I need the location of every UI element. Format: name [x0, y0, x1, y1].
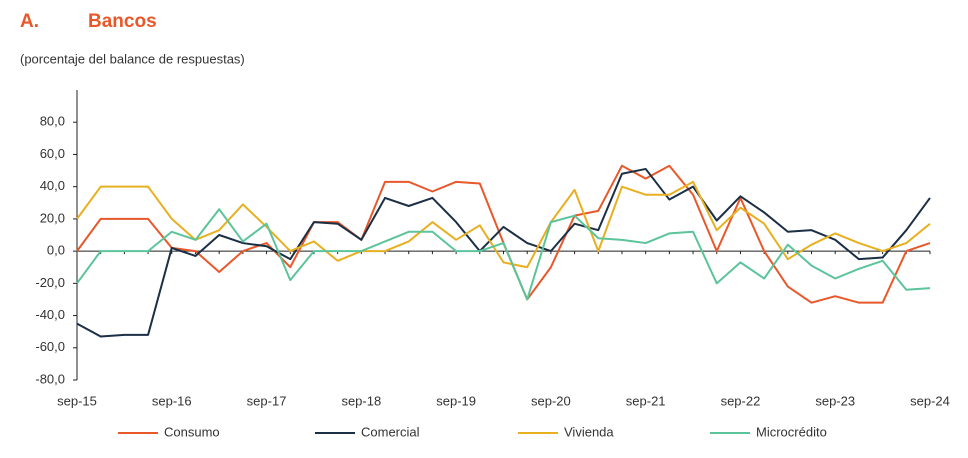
legend-label: Microcrédito — [756, 424, 827, 439]
series-line — [76, 164, 931, 304]
y-tick-label: 20,0 — [40, 210, 65, 225]
x-tick-label: sep-21 — [626, 393, 666, 408]
y-tick-label: 60,0 — [40, 146, 65, 161]
chart-title: Bancos — [88, 11, 157, 32]
x-tick-label: sep-16 — [152, 393, 192, 408]
legend-label: Vivienda — [564, 424, 614, 439]
y-tick-label: -60,0 — [35, 339, 65, 354]
legend-label: Comercial — [361, 424, 420, 439]
x-tick-label: sep-19 — [436, 393, 476, 408]
title-label: A. — [20, 11, 39, 32]
y-tick-label: 80,0 — [40, 114, 65, 129]
y-tick-label: 0,0 — [47, 243, 65, 258]
y-tick-label: -20,0 — [35, 275, 65, 290]
legend-label: Consumo — [164, 424, 220, 439]
x-tick-label: sep-22 — [721, 393, 761, 408]
x-tick-label: sep-24 — [910, 393, 950, 408]
series-line — [76, 208, 931, 301]
y-tick-label: -80,0 — [35, 371, 65, 386]
series-line — [76, 180, 931, 269]
y-tick-label: 40,0 — [40, 178, 65, 193]
x-tick-label: sep-23 — [815, 393, 855, 408]
chart-subtitle: (porcentaje del balance de respuestas) — [20, 51, 245, 66]
y-tick-label: -40,0 — [35, 307, 65, 322]
x-tick-label: sep-17 — [247, 393, 287, 408]
x-tick-label: sep-15 — [57, 393, 97, 408]
x-tick-label: sep-18 — [341, 393, 381, 408]
x-tick-label: sep-20 — [531, 393, 571, 408]
series-line — [76, 167, 931, 338]
